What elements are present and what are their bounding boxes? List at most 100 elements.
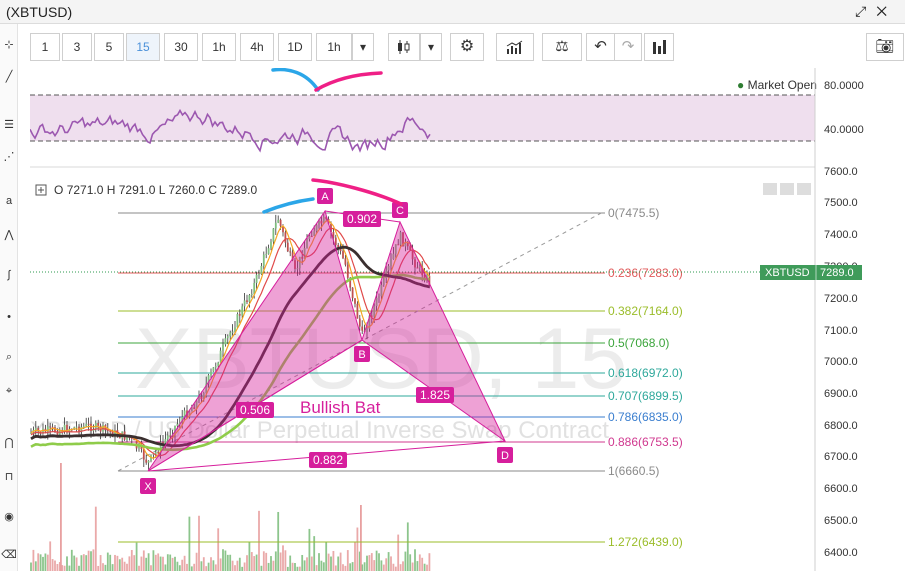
market-status: ● Market Open <box>737 78 817 92</box>
volume-bar <box>63 565 66 571</box>
interval-dropdown-arrow[interactable]: ▾ <box>352 33 374 61</box>
text-tool-icon[interactable]: a <box>5 195 13 207</box>
expand-icon[interactable]: ⤢ <box>855 3 877 19</box>
undo-button[interactable]: ↶ <box>586 33 614 61</box>
candle-body <box>106 430 109 432</box>
dot-icon[interactable]: • <box>7 311 11 323</box>
indicators-button[interactable] <box>496 33 534 61</box>
interval-4h-button[interactable]: 4h <box>240 33 274 61</box>
volume-bar <box>339 552 342 571</box>
price-tick: 6700.0 <box>824 451 858 463</box>
candle-body <box>380 284 383 297</box>
candle-body <box>193 407 196 409</box>
volume-bar <box>193 563 196 571</box>
window-controls: ⤢✕ <box>855 3 897 20</box>
candle-body <box>97 422 100 426</box>
volume-bar <box>30 562 32 571</box>
pattern-tool-icon[interactable]: ⋀ <box>4 229 14 241</box>
volume-bar <box>49 541 52 571</box>
volume-bar <box>234 565 236 571</box>
ruler-icon[interactable]: ⌖ <box>5 385 13 397</box>
settings-button[interactable]: ⚙ <box>450 33 484 61</box>
candle-body <box>358 318 361 327</box>
brush-icon[interactable]: ∫ <box>7 269 11 281</box>
trash-icon[interactable]: ⌫ <box>1 549 17 561</box>
ratio-ab-label: 0.506 <box>236 402 274 418</box>
candle-body <box>342 251 344 259</box>
compare-button[interactable]: ⚖ <box>542 33 582 61</box>
interval-1d-button[interactable]: 1D <box>278 33 312 61</box>
volume-bar <box>378 553 380 571</box>
interval-15-button[interactable]: 15 <box>126 33 160 61</box>
candle-body <box>54 427 56 432</box>
interval-3-button[interactable]: 3 <box>62 33 92 61</box>
volume-bar <box>126 563 128 571</box>
price-tick: 7200.0 <box>824 293 858 305</box>
zoom-icon[interactable]: ⌕ <box>5 351 13 363</box>
volume-bar <box>226 554 229 571</box>
layout-button[interactable] <box>644 33 674 61</box>
volume-bar <box>296 566 299 571</box>
trendline-icon[interactable]: ╱ <box>5 71 13 83</box>
volume-bar <box>157 553 160 571</box>
lock-icon[interactable]: ⊓ <box>4 471 14 483</box>
bullish-bat-pattern[interactable]: X A B C D 0.506 0.902 1.825 0.882 Bullis… <box>140 188 513 494</box>
chart-area[interactable]: ● Market Open XBTUSD, 15 XBTUSD / US Dol… <box>29 67 905 571</box>
snapshot-button[interactable]: 📷︎ <box>866 33 904 61</box>
rsi-pane: ● Market Open <box>29 67 817 168</box>
price-tick: 6600.0 <box>824 483 858 495</box>
volume-bar <box>282 545 284 571</box>
volume-bar <box>248 542 251 571</box>
candle-body <box>157 451 160 454</box>
candle-body <box>188 411 191 418</box>
candle-body <box>56 431 59 435</box>
pane-maximize-button[interactable] <box>797 183 811 195</box>
volume-bar <box>318 553 320 571</box>
volume-bar <box>186 563 188 571</box>
volume-bar <box>308 528 311 571</box>
candle-body <box>214 366 217 368</box>
crosshair-icon[interactable]: ⊹ <box>4 39 14 51</box>
interval-dropdown-button[interactable]: 1h <box>316 33 352 61</box>
chart-type-button[interactable] <box>388 33 420 61</box>
candle-body <box>85 423 88 427</box>
interval-5-button[interactable]: 5 <box>94 33 124 61</box>
volume-bar <box>174 556 176 571</box>
volume-bar <box>330 556 332 571</box>
candle-body <box>226 336 229 339</box>
pane-move-down-button[interactable] <box>780 183 794 195</box>
close-icon[interactable]: ✕ <box>876 3 897 19</box>
candle-body <box>212 367 215 372</box>
chart-type-dropdown-arrow[interactable]: ▾ <box>420 33 442 61</box>
candle-body <box>409 246 412 251</box>
interval-30-button[interactable]: 30 <box>164 33 198 61</box>
chart-svg[interactable]: ● Market Open XBTUSD, 15 XBTUSD / US Dol… <box>29 67 905 571</box>
candle-body <box>390 259 392 266</box>
interval-1h-button[interactable]: 1h <box>202 33 236 61</box>
candle-body <box>162 442 164 444</box>
volume-bar <box>411 562 414 571</box>
candle-body <box>30 432 32 434</box>
candle-body <box>248 295 251 302</box>
candle-body <box>207 375 210 384</box>
candle-body <box>339 248 342 252</box>
volume-bar <box>205 566 208 571</box>
horizontal-lines-icon[interactable]: ☰ <box>4 119 14 131</box>
interval-1-button[interactable]: 1 <box>30 33 60 61</box>
volume-bar <box>217 528 220 571</box>
pane-move-up-button[interactable] <box>763 183 777 195</box>
volume-bar <box>291 562 294 571</box>
price-scale[interactable]: 80.0000 40.0000 7600.07500.07400.07300.0… <box>814 68 864 571</box>
volume-bar <box>51 559 54 571</box>
pitchfork-icon[interactable]: ⋰ <box>3 151 15 163</box>
ma-black-line <box>30 245 430 448</box>
volume-bar <box>70 549 73 571</box>
candle-body <box>349 277 352 288</box>
ohlc-legend: O 7271.0 H 7291.0 L 7260.0 C 7289.0 <box>35 183 257 197</box>
candle-body <box>46 426 49 432</box>
candle-body <box>368 315 371 329</box>
redo-button[interactable]: ↷ <box>614 33 642 61</box>
magnet-icon[interactable]: ⋂ <box>4 437 14 449</box>
eye-icon[interactable]: ◉ <box>4 511 14 523</box>
candle-body <box>274 222 277 229</box>
